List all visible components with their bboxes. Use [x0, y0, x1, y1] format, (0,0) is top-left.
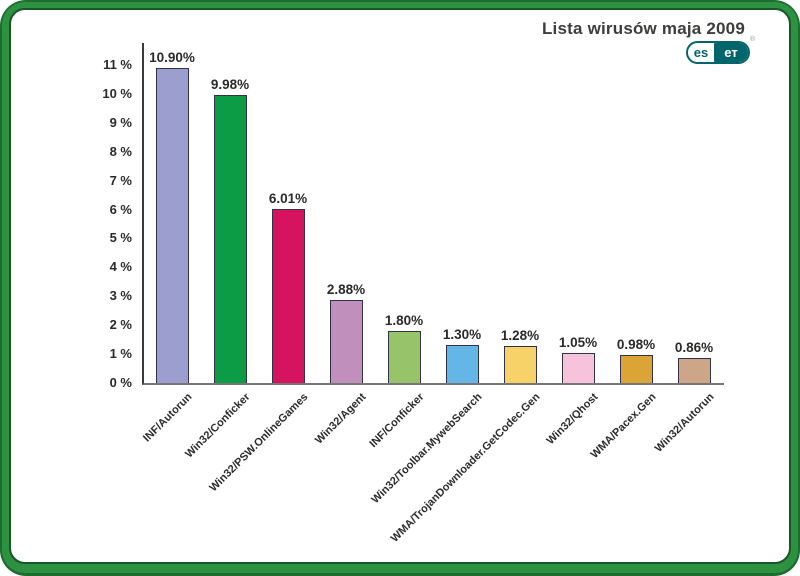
bar	[619, 354, 653, 383]
y-axis-tick-label: 10 %	[102, 85, 132, 101]
bar	[271, 209, 305, 383]
bar	[503, 346, 537, 383]
bar-value-label: 0.86%	[674, 340, 714, 356]
bar	[445, 345, 479, 383]
bar	[329, 299, 363, 383]
eset-logo-text-left: es	[693, 45, 709, 60]
bar	[387, 330, 421, 383]
bar-value-label: 1.28%	[500, 328, 540, 343]
chart-panel: Lista wirusów maja 2009 es eт ® 0 % 1 % 2 …	[9, 8, 791, 564]
eset-logo-text-right: eт	[714, 43, 748, 62]
y-axis-tick-label: 7 %	[109, 172, 132, 188]
bar	[677, 358, 711, 383]
bar	[561, 352, 595, 383]
bar-value-label: 10.90%	[149, 49, 195, 65]
bar-value-label: 6.01%	[268, 191, 308, 207]
y-axis-tick-label: 3 %	[109, 288, 132, 304]
y-axis-tick-label: 4 %	[109, 259, 132, 275]
chart-title: Lista wirusów maja 2009	[541, 19, 745, 38]
y-axis-tick-label: 6 %	[109, 201, 132, 217]
y-axis-tick-label: 5 %	[109, 230, 132, 246]
y-axis-tick-label: 2 %	[109, 317, 132, 333]
bar-value-label: 0.98%	[616, 336, 656, 352]
bar	[155, 67, 189, 383]
bar-value-label: 2.88%	[326, 281, 366, 297]
registered-trademark-mark: ®	[749, 36, 755, 43]
y-axis-tick-label: 1 %	[109, 346, 132, 362]
bar-chart-plot-area: 0 % 1 % 2 % 3 % 4 % 5 % 6 % 7 % 8 % 9 % 10 % 11 % 10…	[102, 43, 724, 545]
eset-logo: es eт ®	[686, 36, 755, 64]
y-axis-tick-label: 9 %	[109, 114, 132, 130]
y-axis-tick-label: 0 %	[109, 375, 132, 390]
y-axis-tick-label: 8 %	[109, 143, 132, 159]
bar-value-label: 1.30%	[442, 327, 482, 343]
y-axis-tick-label: 11 %	[103, 57, 132, 72]
bar-value-label: 9.98%	[210, 76, 250, 92]
bar	[213, 94, 247, 383]
bar-value-label: 1.05%	[558, 334, 598, 350]
bar-value-label: 1.80%	[384, 312, 424, 328]
